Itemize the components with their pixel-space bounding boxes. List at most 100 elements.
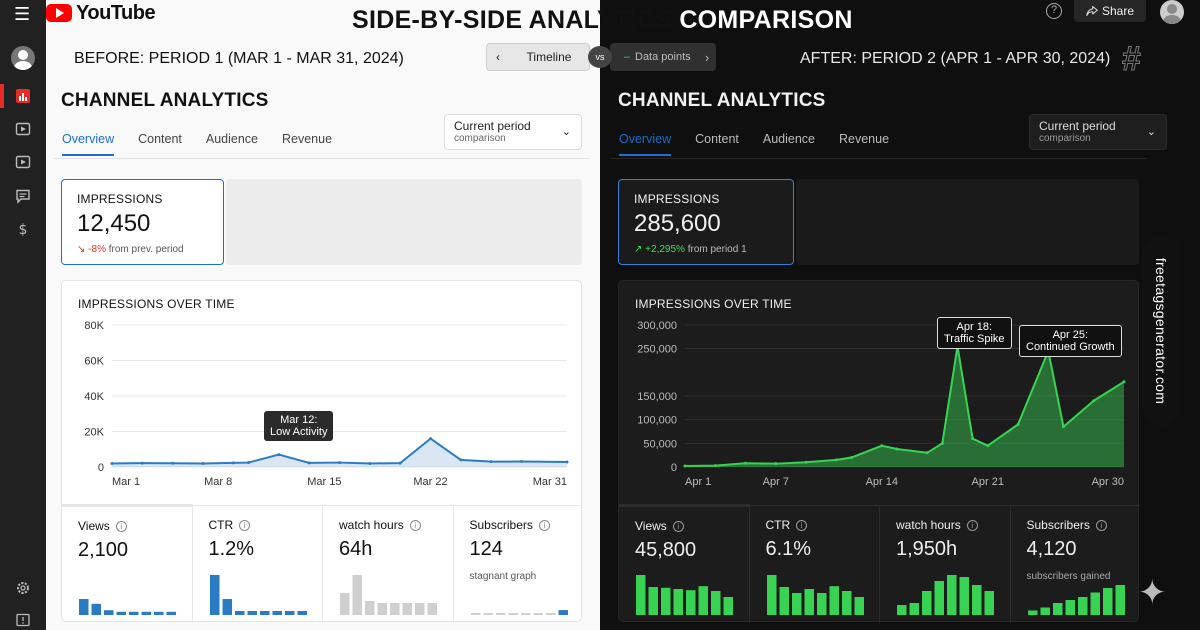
x-tick-label: Apr 21 bbox=[972, 476, 1004, 488]
tab-revenue[interactable]: Revenue bbox=[282, 132, 333, 146]
y-tick-label: 80K bbox=[84, 320, 104, 332]
spark-bar bbox=[470, 613, 480, 615]
comparison-dropdown[interactable]: Current period comparison ⌄ bbox=[444, 114, 582, 150]
kpi-placeholder-area bbox=[226, 179, 582, 265]
spark-bar bbox=[661, 587, 671, 615]
info-icon[interactable]: i bbox=[672, 520, 684, 532]
spark-bar bbox=[854, 597, 864, 615]
metric-ctr[interactable]: CTR i 1.2% bbox=[193, 506, 323, 623]
spark-bar bbox=[91, 603, 101, 615]
spark-bar bbox=[340, 593, 350, 615]
analytics-icon[interactable] bbox=[0, 88, 46, 104]
youtube-logo[interactable]: YouTube bbox=[46, 0, 156, 26]
metric-cards: Views i 2,100 CTR i 1.2% watch hours i 64h … bbox=[62, 504, 584, 623]
metric-views[interactable]: Views i 45,800 bbox=[619, 504, 750, 623]
feedback-icon[interactable] bbox=[0, 613, 46, 629]
info-icon[interactable]: i bbox=[966, 519, 978, 531]
spark-bar bbox=[365, 601, 375, 615]
avatar[interactable] bbox=[11, 46, 35, 70]
spark-bar bbox=[1115, 585, 1125, 615]
metric-subscribers[interactable]: Subscribers i 124 stagnant graph bbox=[454, 506, 584, 623]
data-point bbox=[834, 458, 838, 462]
ctr-sparkline bbox=[766, 575, 864, 615]
data-points-nav-button[interactable]: – Data points › bbox=[610, 43, 716, 71]
chart-tooltip-apr-25: Apr 25: Continued Growth bbox=[1019, 325, 1122, 357]
impressions-chart[interactable]: 0 50,000 100,000 150,000 250,000 300,000 Apr 1… bbox=[619, 281, 1140, 505]
tab-audience[interactable]: Audience bbox=[205, 132, 258, 146]
data-point bbox=[398, 461, 402, 465]
chart-tooltip-apr-18: Apr 18: Traffic Spike bbox=[937, 317, 1012, 349]
impressions-kpi-card[interactable]: IMPRESSIONS 12,450 ↘ -8% from prev. peri… bbox=[61, 179, 224, 265]
comments-icon[interactable] bbox=[0, 188, 46, 204]
info-icon[interactable]: i bbox=[538, 519, 550, 531]
chart-title: IMPRESSIONS OVER TIME bbox=[78, 297, 235, 311]
metric-views[interactable]: Views i 2,100 bbox=[62, 504, 193, 623]
chevron-left-icon[interactable]: ‹ bbox=[496, 50, 500, 64]
data-point bbox=[1092, 399, 1096, 403]
info-icon[interactable]: i bbox=[796, 519, 808, 531]
spark-bar bbox=[766, 575, 776, 615]
help-icon[interactable]: ? bbox=[1046, 3, 1062, 19]
metric-watch-hours[interactable]: watch hours i 1,950h bbox=[880, 506, 1011, 623]
subtitles-icon[interactable] bbox=[0, 154, 46, 170]
spark-bar bbox=[259, 611, 269, 615]
comparison-dropdown[interactable]: Current period comparison ⌄ bbox=[1029, 114, 1167, 150]
data-point bbox=[489, 460, 493, 464]
account-avatar[interactable] bbox=[1160, 0, 1184, 24]
divider bbox=[54, 158, 590, 159]
spark-bar bbox=[829, 586, 839, 615]
impressions-chart[interactable]: 0 20K 40K 60K 80K Mar 1 Mar 8 Mar 15 Mar 22 Mar 3… bbox=[62, 281, 583, 505]
spark-bar bbox=[558, 610, 568, 615]
spark-bar bbox=[1027, 610, 1037, 615]
info-icon[interactable]: i bbox=[115, 520, 127, 532]
panel-heading: CHANNEL ANALYTICS bbox=[61, 90, 269, 111]
kpi-placeholder-area bbox=[796, 179, 1139, 265]
menu-icon[interactable]: ☰ bbox=[14, 4, 31, 24]
youtube-play-icon bbox=[46, 4, 72, 22]
metric-ctr[interactable]: CTR i 6.1% bbox=[750, 506, 880, 623]
tab-audience[interactable]: Audience bbox=[762, 132, 815, 146]
tab-content[interactable]: Content bbox=[138, 132, 182, 146]
timeline-nav-button[interactable]: ‹ Timeline bbox=[486, 43, 590, 71]
settings-icon[interactable] bbox=[0, 580, 46, 596]
data-point bbox=[683, 464, 687, 468]
earn-icon[interactable]: $ bbox=[0, 221, 46, 237]
data-point bbox=[307, 461, 311, 465]
metric-subscribers[interactable]: Subscribers i 4,120 subscribers gained bbox=[1011, 506, 1141, 623]
content-icon[interactable] bbox=[0, 121, 46, 137]
kpi-value: 12,450 bbox=[77, 210, 151, 237]
impressions-kpi-card[interactable]: IMPRESSIONS 285,600 ↗ +2,295% from perio… bbox=[618, 179, 794, 265]
spark-bar bbox=[483, 613, 493, 615]
info-icon[interactable]: i bbox=[1095, 519, 1107, 531]
spark-bar bbox=[415, 603, 425, 615]
info-icon[interactable]: i bbox=[409, 519, 421, 531]
rail-active-indicator bbox=[0, 84, 4, 108]
watch-hours-sparkline bbox=[897, 575, 994, 615]
x-tick-label: Apr 1 bbox=[685, 476, 711, 488]
share-button[interactable]: Share bbox=[1074, 0, 1146, 22]
chevron-right-icon[interactable]: › bbox=[704, 49, 710, 65]
y-tick-label: 50,000 bbox=[643, 438, 677, 450]
x-tick-label: Mar 22 bbox=[413, 476, 447, 488]
spark-bar bbox=[520, 613, 530, 615]
tab-overview[interactable]: Overview bbox=[62, 132, 115, 156]
svg-text:$: $ bbox=[19, 222, 28, 237]
tab-revenue[interactable]: Revenue bbox=[839, 132, 890, 146]
spark-bar bbox=[698, 586, 708, 615]
analytics-panel-after: CHANNEL ANALYTICS Overview Content Audie… bbox=[611, 82, 1167, 630]
sparkle-icon[interactable]: ✦ bbox=[1138, 574, 1167, 612]
metric-watch-hours[interactable]: watch hours i 64h bbox=[323, 506, 454, 623]
y-tick-label: 60K bbox=[84, 356, 104, 368]
share-icon bbox=[1086, 5, 1098, 17]
tab-content[interactable]: Content bbox=[695, 132, 739, 146]
views-sparkline bbox=[636, 575, 733, 615]
period-2-title: AFTER: PERIOD 2 (APR 1 - APR 30, 2024) bbox=[800, 50, 1111, 67]
data-point bbox=[744, 461, 748, 465]
chevron-down-icon: ⌄ bbox=[1146, 126, 1156, 138]
divider bbox=[611, 158, 1147, 159]
spark-bar bbox=[154, 611, 164, 615]
info-icon[interactable]: i bbox=[239, 519, 251, 531]
spark-bar bbox=[129, 611, 139, 615]
x-tick-label: Mar 15 bbox=[307, 476, 341, 488]
tab-overview[interactable]: Overview bbox=[619, 132, 672, 156]
